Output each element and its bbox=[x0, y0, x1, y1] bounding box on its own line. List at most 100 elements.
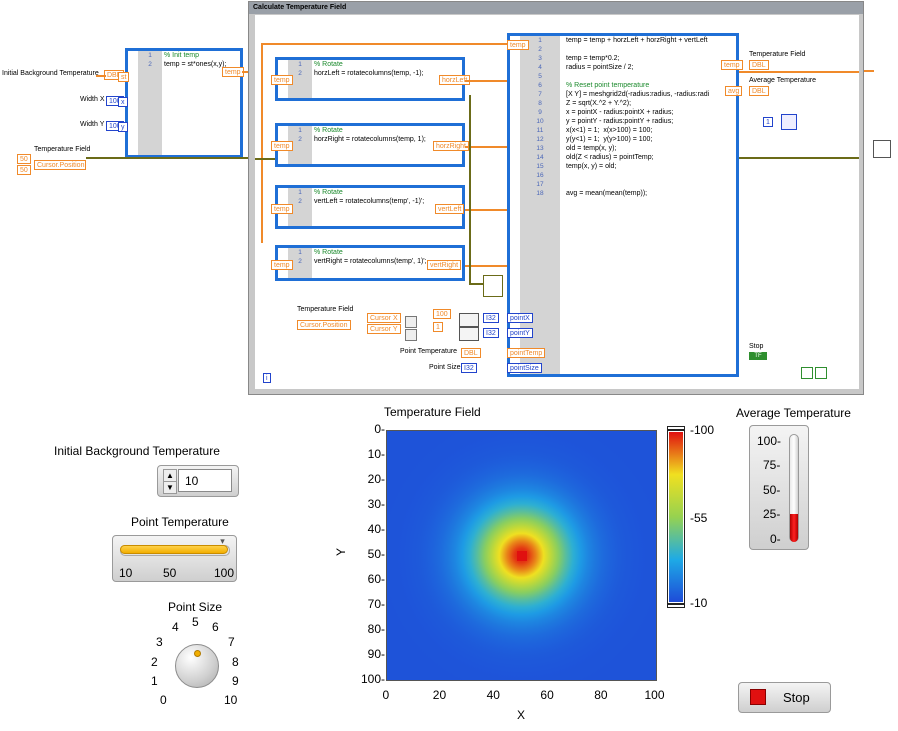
init-out-temp: temp bbox=[222, 67, 244, 77]
rot2-out: horzRight bbox=[433, 141, 469, 151]
heatmap-plot[interactable] bbox=[386, 430, 657, 681]
cursor-position-ref[interactable]: Cursor.Position bbox=[297, 320, 351, 330]
x-tick-5: 100 bbox=[644, 688, 665, 702]
colorbar[interactable] bbox=[667, 426, 685, 608]
const-50-a[interactable]: 50 bbox=[17, 154, 31, 164]
thermo-tick-100: 100- bbox=[757, 434, 782, 448]
wait-ms-node[interactable] bbox=[781, 114, 797, 130]
main-matlab-script[interactable]: 1 2 3 4 5 6 7 8 9 10 11 12 13 14 15 16 1 bbox=[507, 33, 739, 377]
knob-tick-4: 4 bbox=[172, 620, 179, 634]
init-in-y: y bbox=[118, 122, 128, 132]
x-tick-4: 80 bbox=[594, 688, 608, 702]
to-i32-a: I32 bbox=[483, 313, 499, 323]
stop-bd-label: Stop bbox=[749, 343, 764, 350]
thermo-tick-0: 0- bbox=[770, 532, 781, 546]
round-y-node[interactable] bbox=[405, 329, 417, 341]
y-tick-2: 20- bbox=[367, 472, 385, 486]
x-tick-3: 60 bbox=[540, 688, 554, 702]
iteration-terminal: i bbox=[263, 373, 271, 383]
main-in-pointx: pointX bbox=[507, 313, 533, 323]
init-matlab-script[interactable]: 1 2 % Init temp temp = st*ones(x,y); bbox=[125, 48, 243, 158]
colorbar-top-marker[interactable] bbox=[667, 429, 685, 431]
knob-tick-2: 2 bbox=[151, 655, 158, 669]
slider-tick-10: 10 bbox=[119, 566, 133, 580]
knob-tick-10: 10 bbox=[224, 693, 238, 707]
y-axis-label: Y bbox=[334, 547, 349, 557]
colorbar-label-10: -10 bbox=[690, 596, 708, 610]
stop-button-label: Stop bbox=[783, 690, 810, 705]
in-range-node-2[interactable] bbox=[459, 327, 479, 341]
point-temp-terminal[interactable]: DBL bbox=[461, 348, 481, 358]
stop-bd-terminal[interactable]: TF bbox=[749, 352, 767, 360]
cursor-x-node[interactable]: Cursor X bbox=[367, 313, 401, 323]
colorbar-label-55: -55 bbox=[690, 511, 708, 525]
main-out-avg: avg bbox=[725, 86, 743, 96]
knob-tick-1: 1 bbox=[151, 674, 158, 688]
knob-tick-3: 3 bbox=[156, 635, 163, 649]
y-tick-1: 10- bbox=[367, 447, 385, 461]
rot4-in: temp bbox=[271, 260, 293, 270]
const-100[interactable]: 100 bbox=[433, 309, 451, 319]
knob-tick-9: 9 bbox=[232, 674, 239, 688]
main-in-pointsize: pointSize bbox=[507, 363, 542, 373]
width-x-label: Width X bbox=[80, 96, 105, 103]
initial-bg-control: ▲ ▼ 10 bbox=[157, 465, 239, 497]
thermo-level bbox=[790, 514, 798, 542]
knob-tick-5: 5 bbox=[192, 615, 199, 629]
knob-tick-8: 8 bbox=[232, 655, 239, 669]
decrement-arrow[interactable]: ▼ bbox=[163, 481, 177, 494]
const-1[interactable]: 1 bbox=[433, 322, 443, 332]
y-tick-6: 60- bbox=[367, 572, 385, 586]
or-node[interactable] bbox=[801, 367, 813, 379]
initial-bg-control-label: Initial Background Temperature bbox=[2, 70, 99, 77]
round-x-node[interactable] bbox=[405, 316, 417, 328]
temp-field-out-terminal[interactable]: DBL bbox=[749, 60, 769, 70]
y-tick-3: 30- bbox=[367, 497, 385, 511]
thermo-tick-50: 50- bbox=[763, 483, 781, 497]
initial-bg-value[interactable]: 10 bbox=[178, 469, 232, 492]
width-y-label: Width Y bbox=[80, 121, 105, 128]
to-i32-b: I32 bbox=[483, 328, 499, 338]
point-temp-label: Point Temperature bbox=[131, 515, 229, 529]
cursor-position-node[interactable]: Cursor.Position bbox=[34, 160, 86, 170]
increment-arrow[interactable]: ▲ bbox=[163, 469, 177, 482]
avg-temp-out-terminal[interactable]: DBL bbox=[749, 86, 769, 96]
colorbar-label-100: -100 bbox=[690, 423, 715, 437]
init-line-numbers: 1 2 bbox=[138, 51, 162, 155]
avg-temp-label: Average Temperature bbox=[736, 406, 851, 420]
stop-button[interactable]: Stop bbox=[738, 682, 831, 713]
rot3-in: temp bbox=[271, 204, 293, 214]
slider-thumb[interactable]: ▾ bbox=[220, 536, 225, 546]
cursor-y-node[interactable]: Cursor Y bbox=[367, 324, 401, 334]
in-range-node-1[interactable] bbox=[459, 313, 479, 327]
avg-temp-thermometer: 100- 75- 50- 25- 0- bbox=[749, 425, 809, 550]
temperature-field-label: Temperature Field bbox=[34, 146, 91, 153]
build-cluster-node[interactable] bbox=[483, 275, 503, 297]
slider-fill bbox=[120, 545, 228, 554]
rot3-out: vertLeft bbox=[435, 204, 465, 214]
frame-title: Calculate Temperature Field bbox=[249, 2, 863, 14]
point-size-bd-label: Point Size bbox=[429, 364, 461, 371]
x-axis-label: X bbox=[517, 708, 526, 722]
point-temp-bd-label: Point Temperature bbox=[400, 348, 458, 355]
x-tick-2: 40 bbox=[486, 688, 500, 702]
loop-const-1[interactable]: 1 bbox=[763, 117, 773, 127]
x-tick-0: 0 bbox=[382, 688, 390, 702]
knob-tick-0: 0 bbox=[160, 693, 167, 707]
point-temp-slider[interactable]: ▾ 10 50 100 bbox=[112, 535, 237, 582]
hotspot-core bbox=[516, 550, 527, 561]
temp-field-graph-title: Temperature Field bbox=[384, 405, 481, 419]
error-handler-icon[interactable] bbox=[873, 140, 891, 158]
slider-tick-50: 50 bbox=[163, 566, 177, 580]
const-50-b[interactable]: 50 bbox=[17, 165, 31, 175]
y-tick-9: 90- bbox=[367, 647, 385, 661]
colorbar-bottom-marker[interactable] bbox=[667, 603, 685, 605]
main-in-temp: temp bbox=[507, 40, 529, 50]
point-size-terminal[interactable]: I32 bbox=[461, 363, 477, 373]
stop-indicator-icon bbox=[750, 689, 766, 705]
stop-condition-icon[interactable] bbox=[815, 367, 827, 379]
thermo-tick-75: 75- bbox=[763, 458, 781, 472]
